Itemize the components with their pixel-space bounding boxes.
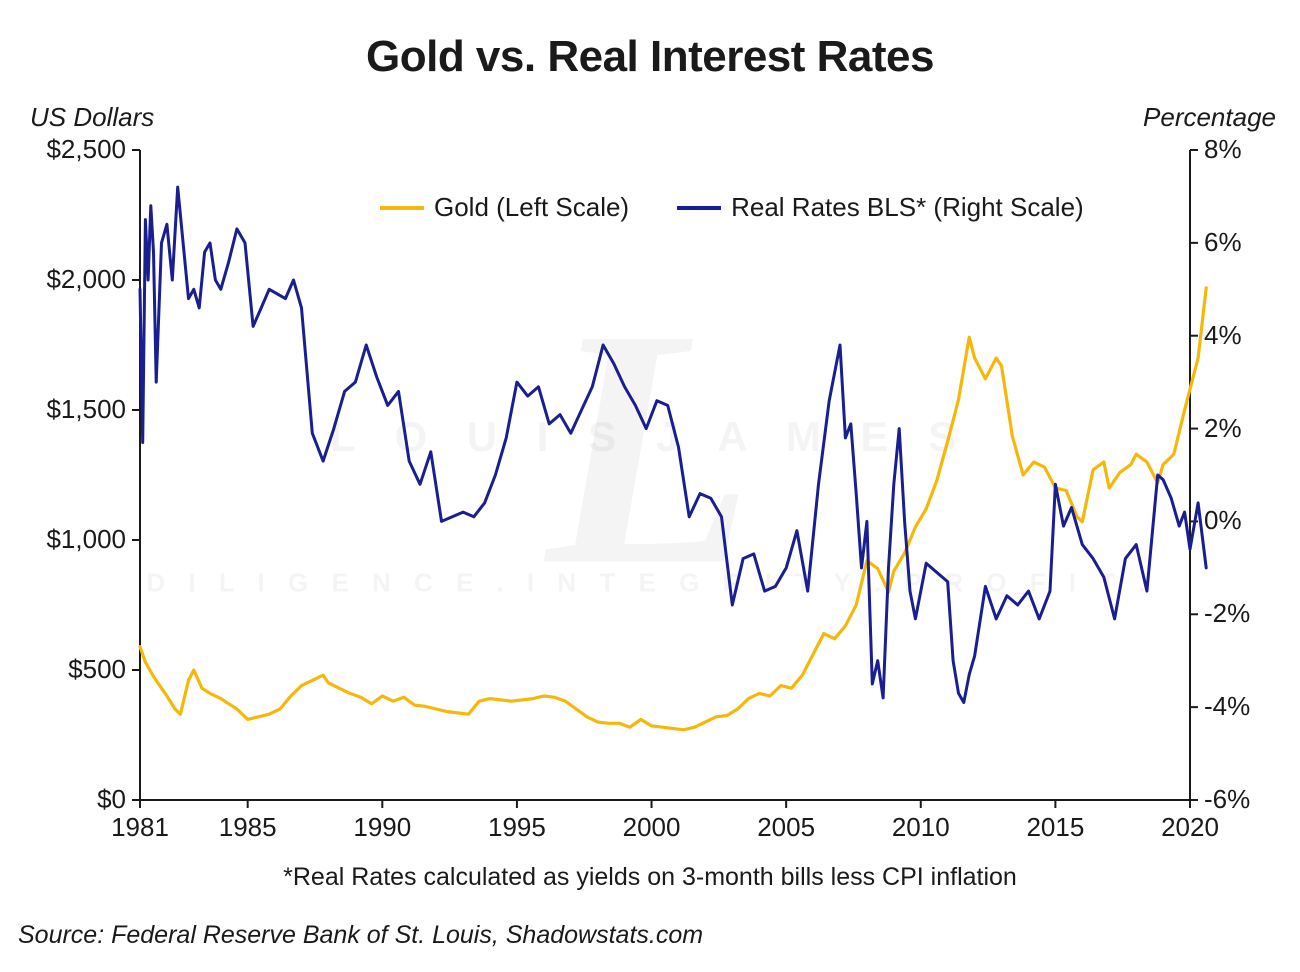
y-left-tick-label: $0 <box>97 784 126 815</box>
y-left-tick-label: $1,500 <box>46 394 126 425</box>
x-tick-label: 2005 <box>746 812 826 843</box>
legend-label: Real Rates BLS* (Right Scale) <box>731 192 1084 223</box>
y-right-tick-label: -4% <box>1204 691 1250 722</box>
gold-series-line <box>140 288 1206 730</box>
footnote: *Real Rates calculated as yields on 3-mo… <box>0 863 1300 892</box>
y-left-tick-label: $2,500 <box>46 134 126 165</box>
legend-item: Gold (Left Scale) <box>380 192 629 223</box>
y-right-tick-label: 4% <box>1204 320 1242 351</box>
x-tick-label: 2015 <box>1015 812 1095 843</box>
y-right-tick-label: -2% <box>1204 598 1250 629</box>
y-right-tick-label: 0% <box>1204 505 1242 536</box>
legend-label: Gold (Left Scale) <box>434 192 629 223</box>
real-rates-series-line <box>140 187 1206 702</box>
source-line: Source: Federal Reserve Bank of St. Loui… <box>18 921 703 950</box>
x-tick-label: 2000 <box>612 812 692 843</box>
legend-swatch <box>677 206 721 210</box>
x-tick-label: 2010 <box>881 812 961 843</box>
y-left-tick-label: $1,000 <box>46 524 126 555</box>
y-left-tick-label: $2,000 <box>46 264 126 295</box>
legend: Gold (Left Scale) Real Rates BLS* (Right … <box>380 192 1084 223</box>
y-right-tick-label: 6% <box>1204 227 1242 258</box>
y-left-tick-label: $500 <box>68 654 126 685</box>
chart-root: Gold vs. Real Interest Rates US Dollars … <box>0 0 1300 972</box>
x-tick-label: 1981 <box>100 812 180 843</box>
x-tick-label: 1995 <box>477 812 557 843</box>
x-tick-label: 2020 <box>1150 812 1230 843</box>
x-tick-label: 1985 <box>208 812 288 843</box>
y-right-tick-label: 8% <box>1204 134 1242 165</box>
legend-swatch <box>380 206 424 210</box>
y-right-tick-label: 2% <box>1204 413 1242 444</box>
legend-item: Real Rates BLS* (Right Scale) <box>677 192 1084 223</box>
x-tick-label: 1990 <box>342 812 422 843</box>
y-right-tick-label: -6% <box>1204 784 1250 815</box>
